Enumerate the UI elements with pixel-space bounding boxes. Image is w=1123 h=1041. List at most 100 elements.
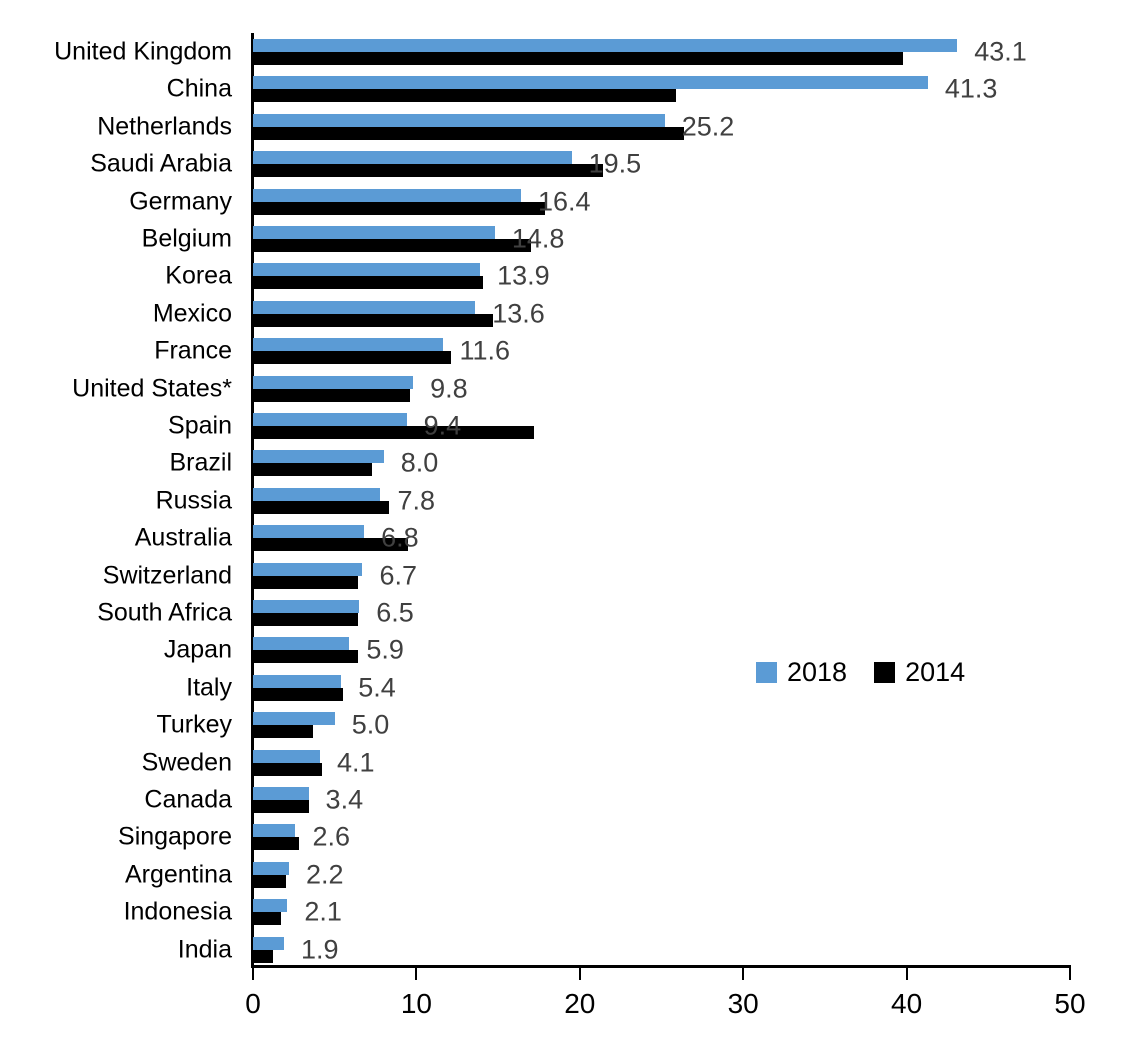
category-label: United States* — [72, 374, 232, 403]
legend-swatch-2018-icon — [756, 662, 777, 683]
bar-2014 — [253, 52, 904, 65]
category-label: Spain — [168, 411, 232, 440]
bar-2018 — [253, 76, 928, 90]
bar-2014 — [253, 575, 358, 589]
category-label: Sweden — [141, 748, 232, 777]
bar-2014 — [253, 388, 410, 402]
x-tick-label: 10 — [400, 988, 432, 1019]
value-label: 2.2 — [305, 859, 344, 890]
bar-2018 — [253, 263, 481, 277]
value-label: 5.4 — [358, 672, 396, 703]
x-axis-line — [251, 965, 1071, 968]
bar-2018 — [253, 113, 665, 127]
bar-2014 — [253, 687, 343, 701]
value-label: 9.4 — [423, 410, 462, 441]
bar-2014 — [253, 463, 373, 477]
x-tick-label: 40 — [891, 988, 923, 1019]
value-label: 25.2 — [681, 111, 735, 142]
legend-swatch-2014-icon — [874, 662, 896, 683]
category-label: Canada — [144, 785, 232, 814]
bar-2014 — [253, 949, 273, 963]
bar-2018 — [253, 375, 414, 389]
bar-2018 — [253, 450, 384, 464]
bar-2014 — [253, 351, 451, 365]
bar-2018 — [253, 637, 350, 651]
category-label: Switzerland — [102, 561, 232, 590]
category-label: Mexico — [152, 299, 232, 328]
bar-2014 — [253, 164, 603, 178]
value-label: 19.5 — [588, 148, 642, 179]
bar-2014 — [253, 762, 322, 776]
bar-2018 — [253, 712, 335, 726]
category-label: Saudi Arabia — [90, 149, 232, 178]
value-label: 43.1 — [974, 36, 1027, 67]
value-label: 14.8 — [511, 223, 565, 254]
value-label: 5.9 — [366, 634, 404, 665]
value-label: 5.0 — [351, 709, 390, 740]
value-label: 9.8 — [430, 373, 468, 404]
x-tick-mark — [415, 968, 418, 980]
x-tick-mark — [252, 968, 254, 980]
category-label: Belgium — [141, 224, 232, 253]
category-label: Korea — [165, 261, 232, 290]
bar-2014 — [253, 538, 409, 552]
category-label: France — [154, 336, 232, 365]
category-label: China — [166, 74, 232, 103]
bar-2018 — [253, 861, 289, 875]
value-label: 16.4 — [537, 186, 591, 217]
value-label: 11.6 — [459, 335, 511, 366]
value-label: 6.7 — [379, 560, 418, 591]
bar-2014 — [253, 201, 546, 215]
chart-legend: 2018 2014 — [756, 657, 965, 688]
bar-2018 — [253, 300, 476, 314]
category-label: India — [177, 935, 232, 964]
legend-label-2018: 2018 — [787, 657, 848, 687]
x-tick-label: 20 — [564, 988, 596, 1019]
bar-2018 — [253, 787, 309, 800]
bar-2014 — [253, 912, 281, 926]
bar-2014 — [253, 276, 484, 290]
bar-2018 — [253, 151, 572, 165]
category-label: United Kingdom — [54, 37, 232, 66]
bar-2018 — [253, 188, 521, 202]
bar-2018 — [253, 525, 365, 539]
bar-2018 — [253, 338, 443, 352]
value-label: 13.6 — [492, 298, 545, 329]
bar-2014 — [253, 313, 494, 327]
bar-2014 — [253, 800, 309, 813]
category-label: Turkey — [156, 710, 232, 739]
x-tick-mark — [905, 968, 908, 980]
category-label: Italy — [186, 673, 232, 702]
x-tick-label: 0 — [245, 988, 261, 1019]
category-label: Russia — [155, 486, 232, 515]
category-label: Netherlands — [97, 112, 232, 141]
value-label: 2.6 — [312, 821, 351, 852]
value-label: 41.3 — [944, 73, 998, 104]
value-label: 2.1 — [304, 896, 342, 927]
value-label: 8.0 — [400, 447, 439, 478]
bar-2018 — [253, 562, 363, 576]
value-label: 6.8 — [381, 522, 419, 553]
bar-2018 — [253, 899, 288, 913]
bar-2014 — [253, 89, 677, 103]
bar-2014 — [253, 650, 358, 664]
category-label: Australia — [134, 523, 232, 552]
x-tick-mark — [578, 968, 581, 980]
bar-2014 — [253, 239, 531, 252]
x-tick-label: 30 — [727, 988, 759, 1019]
value-label: 6.5 — [376, 597, 414, 628]
category-label: Singapore — [118, 822, 232, 851]
bar-2018 — [253, 600, 360, 613]
bar-2018 — [253, 39, 958, 52]
bar-2014 — [253, 837, 299, 851]
category-label: Indonesia — [123, 897, 232, 926]
bar-2018 — [253, 226, 495, 239]
value-label: 7.8 — [397, 485, 435, 516]
bar-2014 — [253, 874, 286, 888]
legend-item-2014: 2014 — [874, 657, 965, 688]
x-tick-mark — [1069, 968, 1071, 980]
value-label: 3.4 — [325, 784, 364, 815]
category-label: Japan — [163, 635, 232, 664]
y-axis-line — [251, 33, 254, 968]
